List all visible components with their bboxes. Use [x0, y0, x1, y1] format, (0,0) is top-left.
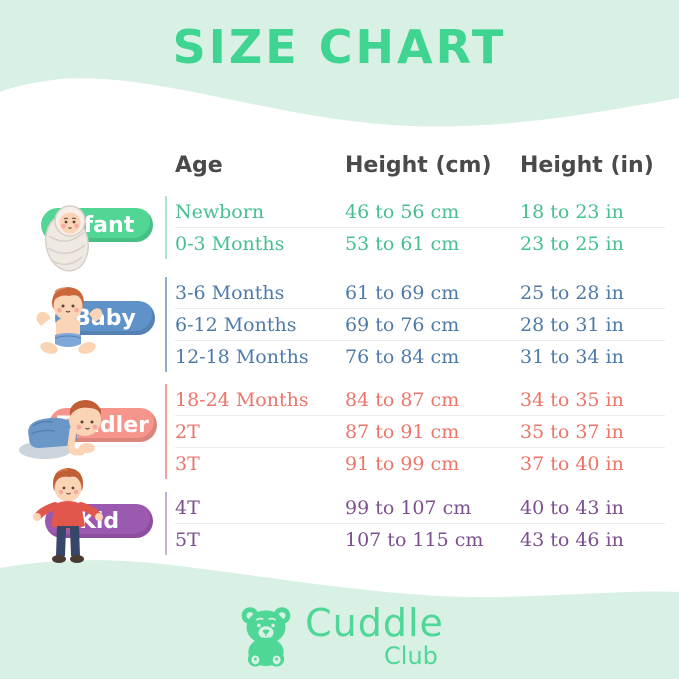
top-wave-decoration: [0, 0, 679, 127]
table-row: 12-18 Months 76 to 84 cm 31 to 34 in: [175, 340, 665, 372]
baby-pill-text: Baby: [74, 305, 136, 331]
table-row: 6-12 Months 69 to 76 cm 28 to 31 in: [175, 308, 665, 340]
swaddled-infant-illustration: [45, 205, 89, 272]
height-in-cell: 18 to 23 in: [520, 200, 624, 223]
height-cm-cell: 91 to 99 cm: [345, 452, 460, 475]
height-cm-cell: 53 to 61 cm: [345, 232, 460, 255]
column-header-height-in: Height (in): [520, 152, 654, 178]
size-chart-table: Age Height (cm) Height (in) Infant: [15, 146, 665, 563]
height-in-cell: 43 to 46 in: [520, 528, 624, 551]
height-in-cell: 37 to 40 in: [520, 452, 624, 475]
kid-rows: 4T 99 to 107 cm 40 to 43 in 5T 107 to 11…: [165, 492, 665, 555]
height-in-cell: 40 to 43 in: [520, 496, 624, 519]
table-row: 2T 87 to 91 cm 35 to 37 in: [175, 415, 665, 447]
baby-rows: 3-6 Months 61 to 69 cm 25 to 28 in 6-12 …: [165, 277, 665, 372]
table-row: Newborn 46 to 56 cm 18 to 23 in: [175, 196, 665, 227]
height-cm-cell: 84 to 87 cm: [345, 388, 460, 411]
column-header-height-cm: Height (cm): [345, 152, 492, 178]
size-group-kid: Kid 4T 99 to 107 cm 40 to 43 in 5T 107 t…: [15, 468, 665, 563]
sitting-baby-illustration: [36, 287, 103, 354]
brand-name-main: Cuddle: [305, 601, 444, 645]
height-cm-cell: 46 to 56 cm: [345, 200, 460, 223]
age-cell: 5T: [175, 528, 200, 551]
age-cell: 18-24 Months: [175, 388, 309, 411]
bottom-wave-decoration: [0, 560, 679, 679]
height-cm-cell: 87 to 91 cm: [345, 420, 460, 443]
brand-name-sub: Club: [384, 642, 438, 670]
table-header-row: Age Height (cm) Height (in): [15, 146, 665, 184]
page-title: SIZE CHART: [172, 20, 507, 74]
column-header-age: Age: [175, 152, 223, 178]
table-row: 3T 91 to 99 cm 37 to 40 in: [175, 447, 665, 479]
standing-kid-illustration: [33, 468, 103, 563]
table-row: 5T 107 to 115 cm 43 to 46 in: [175, 523, 665, 555]
height-cm-cell: 61 to 69 cm: [345, 281, 460, 304]
table-row: 3-6 Months 61 to 69 cm 25 to 28 in: [175, 277, 665, 308]
height-in-cell: 35 to 37 in: [520, 420, 624, 443]
toddler-label-area: Toddler: [15, 384, 165, 479]
crawling-toddler-illustration: [19, 400, 101, 459]
height-in-cell: 25 to 28 in: [520, 281, 624, 304]
height-cm-cell: 69 to 76 cm: [345, 313, 460, 336]
height-cm-cell: 107 to 115 cm: [345, 528, 484, 551]
age-cell: 3-6 Months: [175, 281, 285, 304]
age-cell: 12-18 Months: [175, 345, 309, 368]
height-in-cell: 34 to 35 in: [520, 388, 624, 411]
size-group-toddler: Toddler 18-24 Months 84 to 87 cm 34 to 3…: [15, 384, 665, 479]
infant-label-area: Infant: [15, 196, 165, 272]
table-row: 18-24 Months 84 to 87 cm 34 to 35 in: [175, 384, 665, 415]
infant-rows: Newborn 46 to 56 cm 18 to 23 in 0-3 Mont…: [165, 196, 665, 259]
age-cell: 0-3 Months: [175, 232, 285, 255]
table-row: 0-3 Months 53 to 61 cm 23 to 25 in: [175, 227, 665, 259]
teddy-bear-icon: [241, 607, 291, 667]
toddler-rows: 18-24 Months 84 to 87 cm 34 to 35 in 2T …: [165, 384, 665, 479]
brand-logo: Cuddle Club: [0, 603, 679, 669]
height-cm-cell: 76 to 84 cm: [345, 345, 460, 368]
height-in-cell: 23 to 25 in: [520, 232, 624, 255]
size-group-baby: Baby 3-6 Months 61 to 69 cm 25 to 28 in …: [15, 277, 665, 372]
age-cell: 2T: [175, 420, 200, 443]
age-cell: 6-12 Months: [175, 313, 297, 336]
height-in-cell: 28 to 31 in: [520, 313, 624, 336]
kid-label-area: Kid: [15, 468, 165, 563]
brand-name: Cuddle Club: [305, 604, 444, 668]
height-in-cell: 31 to 34 in: [520, 345, 624, 368]
table-row: 4T 99 to 107 cm 40 to 43 in: [175, 492, 665, 523]
size-group-infant: Infant Newborn 46 to 56 cm 18 to 23 in 0…: [15, 196, 665, 272]
age-cell: 4T: [175, 496, 200, 519]
height-cm-cell: 99 to 107 cm: [345, 496, 472, 519]
age-cell: Newborn: [175, 200, 265, 223]
baby-label-area: Baby: [15, 277, 165, 372]
age-cell: 3T: [175, 452, 200, 475]
